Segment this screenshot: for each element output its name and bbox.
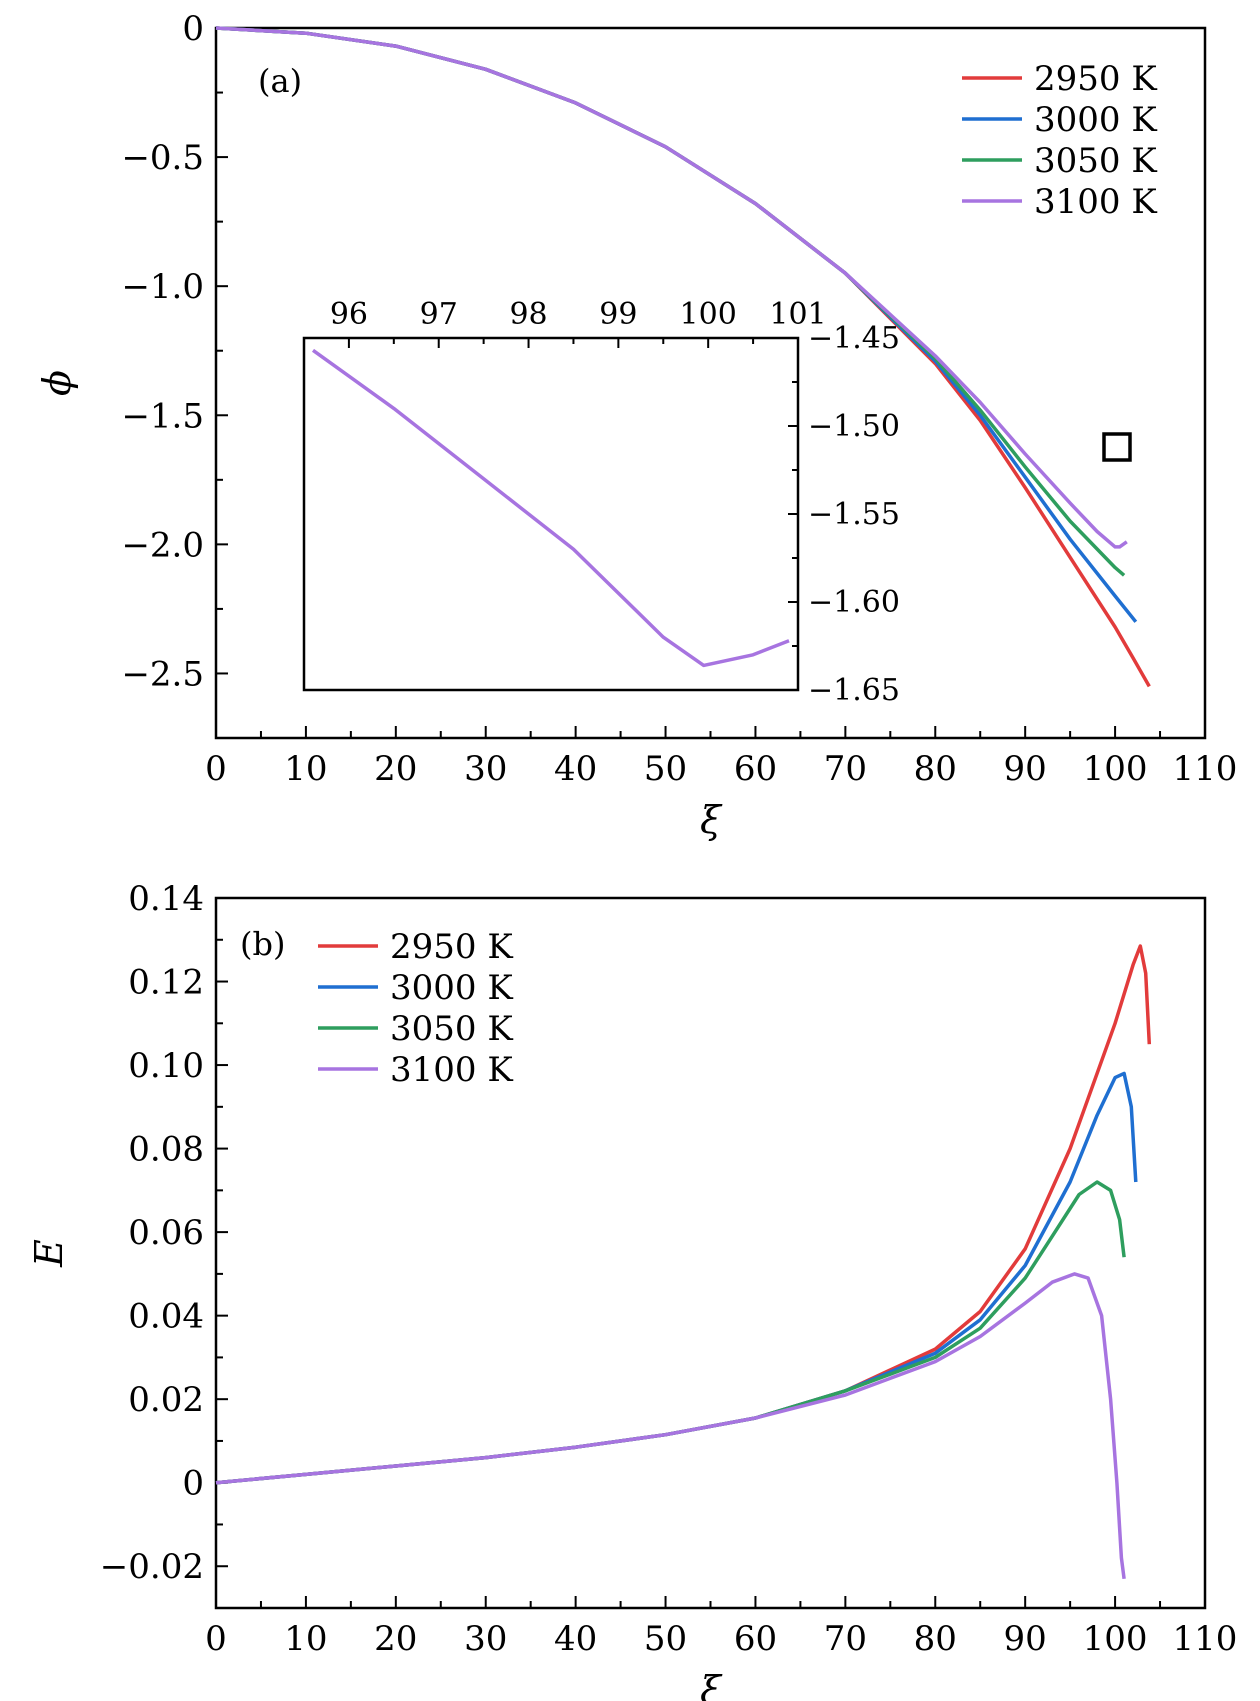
x-tick-label: 10 — [284, 749, 327, 789]
x-tick-label: 40 — [554, 749, 597, 789]
x-tick-label: 60 — [734, 749, 777, 789]
x-tick-label: 30 — [464, 1619, 507, 1659]
x-tick-label: 50 — [644, 1619, 687, 1659]
legend-label: 2950 K — [1034, 59, 1157, 99]
y-tick-label: 0.08 — [128, 1130, 204, 1170]
legend-label: 3050 K — [1034, 141, 1157, 181]
inset-y-tick-label: −1.60 — [808, 585, 900, 620]
x-tick-label: 100 — [1083, 749, 1148, 789]
y-tick-label: 0.06 — [128, 1213, 204, 1253]
x-tick-label: 50 — [644, 749, 687, 789]
x-tick-label: 100 — [1083, 1619, 1148, 1659]
zoom-region-box — [1102, 432, 1132, 462]
y-axis-label: E — [27, 1239, 71, 1268]
x-tick-label: 110 — [1173, 749, 1238, 789]
y-tick-label: 0.12 — [128, 963, 204, 1003]
y-axis-label: ϕ — [35, 370, 79, 396]
legend-label: 2950 K — [390, 927, 513, 967]
inset-y-tick-label: −1.65 — [808, 673, 900, 708]
panel-label: (a) — [258, 62, 302, 100]
inset-x-tick-label: 100 — [680, 297, 737, 332]
x-axis-label: ξ — [700, 1668, 723, 1701]
x-tick-label: 90 — [1004, 1619, 1047, 1659]
y-tick-label: −1.5 — [121, 396, 204, 436]
inset-y-tick-label: −1.50 — [808, 409, 900, 444]
x-tick-label: 80 — [914, 749, 957, 789]
panel-a-chart: 0 10 20 30 40 50 60 70 80 90 100 110 0 −0.5 −1.0 −1.5 −2… — [35, 9, 1237, 842]
x-tick-label: 110 — [1173, 1619, 1238, 1659]
legend-label: 3050 K — [390, 1009, 513, 1049]
plot-frame — [214, 896, 1207, 1610]
x-tick-label: 70 — [824, 1619, 867, 1659]
y-tick-label: 0.14 — [128, 879, 204, 919]
y-tick-label: 0.02 — [128, 1380, 204, 1420]
inset-y-tick-label: −1.45 — [808, 321, 900, 356]
x-tick-label: 10 — [284, 1619, 327, 1659]
inset-x-tick-label: 98 — [509, 297, 547, 332]
legend-label: 3100 K — [390, 1050, 513, 1090]
inset-chart: 96 97 98 99 100 101−1.45 −1.50 −1.55 −1.60 −1.65 — [302, 297, 900, 708]
inset-x-tick-label: 97 — [420, 297, 458, 332]
inset-x-tick-label: 96 — [330, 297, 368, 332]
x-tick-label: 0 — [205, 1619, 227, 1659]
x-axis-label: ξ — [700, 798, 723, 842]
legend-label: 3100 K — [1034, 182, 1157, 222]
x-tick-label: 20 — [374, 749, 417, 789]
x-tick-label: 70 — [824, 749, 867, 789]
y-tick-label: −2.0 — [121, 525, 204, 565]
series-line-3100-k — [215, 26, 1128, 549]
series-line-3100-k — [215, 1272, 1126, 1580]
y-tick-label: −1.0 — [121, 267, 204, 307]
x-tick-label: 80 — [914, 1619, 957, 1659]
inset-series-line-3100-k — [311, 348, 790, 668]
x-tick-label: 90 — [1004, 749, 1047, 789]
x-tick-label: 60 — [734, 1619, 777, 1659]
x-tick-label: 0 — [205, 749, 227, 789]
y-tick-label: −0.02 — [100, 1547, 204, 1587]
legend-label: 3000 K — [390, 968, 513, 1008]
panel-b-chart: 0 10 20 30 40 50 60 70 80 90 100 110 0.14 0.12 0.10 0.0… — [27, 879, 1237, 1701]
panel-label: (b) — [240, 925, 285, 963]
legend-label: 3000 K — [1034, 100, 1157, 140]
inset-x-tick-label: 101 — [769, 297, 826, 332]
y-tick-label: 0.04 — [128, 1297, 204, 1337]
inset-frame — [302, 336, 800, 692]
x-tick-label: 30 — [464, 749, 507, 789]
y-tick-label: 0.10 — [128, 1046, 204, 1086]
inset-x-tick-label: 99 — [599, 297, 637, 332]
x-tick-label: 20 — [374, 1619, 417, 1659]
y-tick-label: 0 — [182, 1464, 204, 1504]
x-tick-label: 40 — [554, 1619, 597, 1659]
y-tick-label: 0 — [182, 9, 204, 49]
y-tick-label: −2.5 — [121, 654, 204, 694]
y-tick-label: −0.5 — [121, 138, 204, 178]
inset-y-tick-label: −1.55 — [808, 497, 900, 532]
series-line-3000-k — [215, 1071, 1138, 1485]
